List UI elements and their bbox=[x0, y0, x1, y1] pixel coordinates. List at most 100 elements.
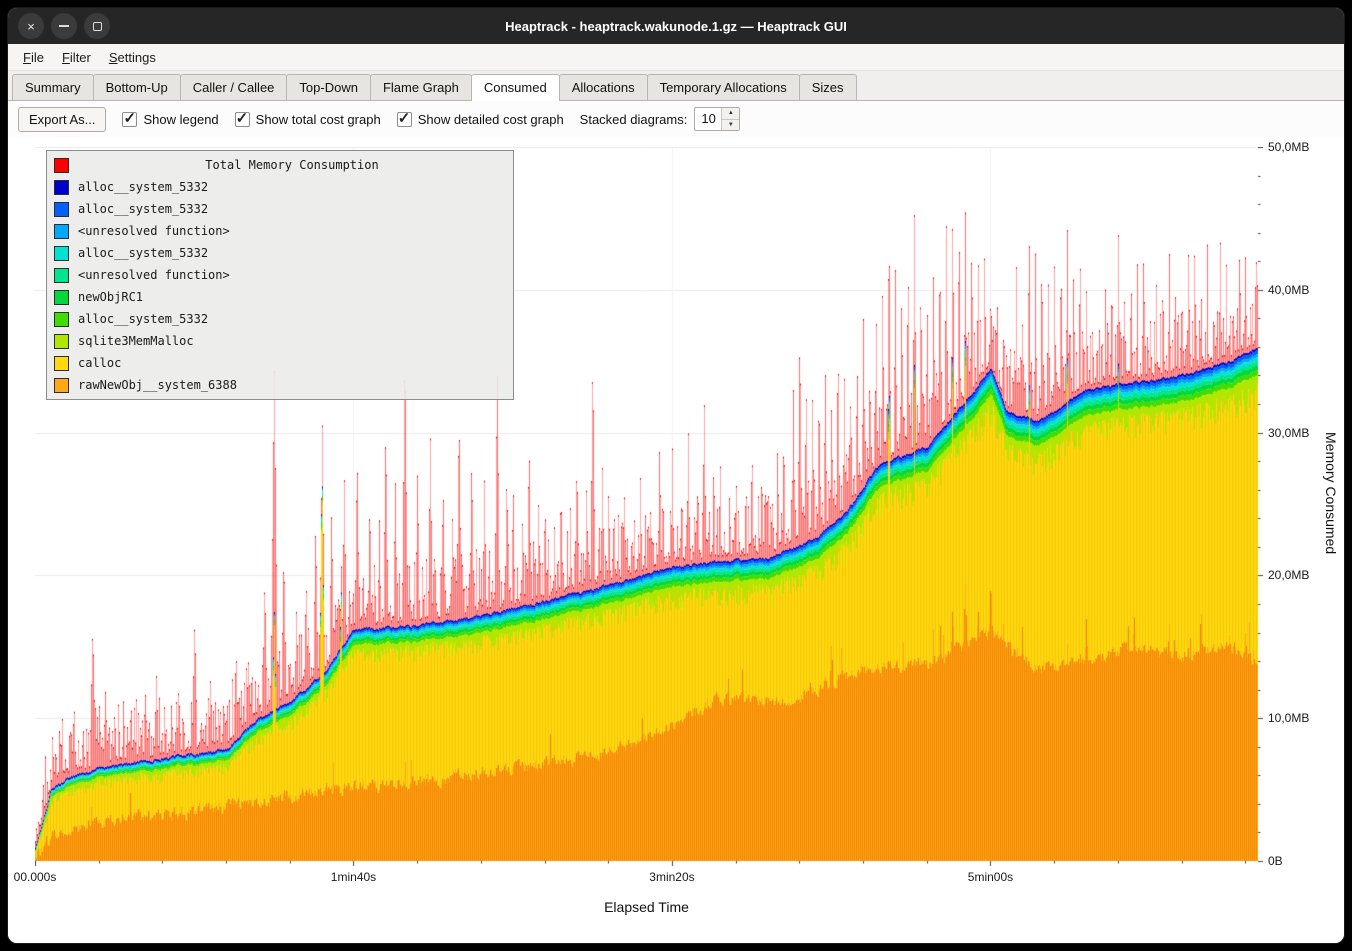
legend-label: alloc__system_5332 bbox=[78, 246, 209, 260]
legend-item: rawNewObj__system_6388 bbox=[47, 374, 513, 396]
chart-toolbar: Export As... ✓ Show legend ✓ Show total … bbox=[8, 101, 1344, 137]
tab-top-down[interactable]: Top-Down bbox=[286, 74, 371, 100]
menu-settings-rest: ettings bbox=[117, 49, 156, 65]
legend-swatch-total bbox=[54, 157, 69, 173]
legend-swatch bbox=[54, 223, 69, 239]
y-axis-tick-label: 50,0MB bbox=[1268, 140, 1310, 154]
checkbox-box[interactable]: ✓ bbox=[234, 109, 250, 127]
close-button[interactable]: × bbox=[18, 13, 44, 39]
legend-swatch bbox=[54, 355, 69, 371]
legend-swatch bbox=[54, 245, 69, 261]
export-as-button[interactable]: Export As... bbox=[18, 106, 107, 132]
spinbox-down-button[interactable]: ▼ bbox=[722, 119, 740, 130]
y-axis-tick-label: 40,0MB bbox=[1268, 282, 1310, 297]
chevron-up-icon: ▲ bbox=[727, 110, 734, 117]
show-legend-checkbox[interactable]: ✓ Show legend bbox=[122, 109, 219, 127]
legend-item: alloc__system_5332 bbox=[47, 308, 513, 330]
checkbox-label: Show detailed cost graph bbox=[417, 111, 564, 127]
menu-file[interactable]: File bbox=[14, 47, 53, 68]
checkbox-box[interactable]: ✓ bbox=[396, 109, 412, 127]
show-detailed-cost-checkbox[interactable]: ✓ Show detailed cost graph bbox=[396, 109, 564, 127]
checkmark-icon: ✓ bbox=[123, 109, 137, 127]
checkmark-icon: ✓ bbox=[235, 109, 249, 127]
legend-item: alloc__system_5332 bbox=[47, 242, 513, 264]
checkmark-icon: ✓ bbox=[397, 109, 411, 127]
menu-file-rest: ile bbox=[30, 49, 44, 65]
checkbox-label: Show total cost graph bbox=[255, 111, 381, 127]
maximize-button[interactable] bbox=[84, 13, 110, 39]
legend-swatch bbox=[54, 201, 69, 217]
x-axis-title: Elapsed Time bbox=[604, 899, 689, 915]
legend-label: sqlite3MemMalloc bbox=[78, 334, 194, 348]
menu-bar: File Filter Settings bbox=[8, 44, 1344, 71]
legend-item: calloc bbox=[47, 352, 513, 374]
y-axis-title: Memory Consumed bbox=[1323, 432, 1339, 555]
window-controls: × bbox=[18, 13, 110, 39]
menu-filter-mnemonic: F bbox=[61, 49, 70, 65]
legend-item: <unresolved function> bbox=[47, 220, 513, 242]
legend-label: newObjRC1 bbox=[78, 290, 144, 304]
maximize-icon bbox=[92, 21, 102, 31]
legend-swatch bbox=[54, 267, 69, 283]
legend-swatch bbox=[54, 377, 69, 393]
checkbox-box[interactable]: ✓ bbox=[122, 109, 138, 127]
x-axis-tick-label: 1min40s bbox=[330, 870, 377, 884]
legend-title: Total Memory Consumption bbox=[205, 158, 379, 172]
minimize-icon bbox=[59, 25, 69, 27]
window-title: Heaptrack - heaptrack.wakunode.1.gz — He… bbox=[505, 18, 847, 34]
legend-label: <unresolved function> bbox=[78, 268, 230, 282]
legend-item: sqlite3MemMalloc bbox=[47, 330, 513, 352]
tab-bottom-up[interactable]: Bottom-Up bbox=[92, 74, 181, 100]
y-axis-tick-label: 30,0MB bbox=[1268, 425, 1310, 440]
legend-swatch bbox=[54, 311, 69, 327]
tab-allocations[interactable]: Allocations bbox=[558, 74, 648, 100]
stacked-diagrams-label: Stacked diagrams: bbox=[579, 111, 688, 127]
x-axis-tick-label: 3min20s bbox=[649, 870, 695, 884]
chevron-down-icon: ▼ bbox=[727, 121, 734, 128]
y-axis-tick-label: 0B bbox=[1268, 854, 1283, 868]
menu-settings-mnemonic: S bbox=[108, 49, 118, 65]
menu-settings[interactable]: Settings bbox=[100, 47, 165, 68]
legend-swatch bbox=[54, 333, 69, 349]
y-axis-tick-label: 10,0MB bbox=[1268, 711, 1310, 726]
legend-title-row: Total Memory Consumption bbox=[47, 154, 513, 176]
legend-swatch bbox=[54, 179, 69, 195]
legend-item: alloc__system_5332 bbox=[47, 198, 513, 220]
menu-filter-rest: ilter bbox=[69, 49, 91, 65]
spinbox-up-button[interactable]: ▲ bbox=[722, 108, 740, 120]
stacked-diagrams-control: Stacked diagrams: 10 ▲ ▼ bbox=[580, 107, 741, 131]
legend-label: alloc__system_5332 bbox=[78, 312, 209, 326]
legend-items: alloc__system_5332 alloc__system_5332 <unr… bbox=[47, 176, 513, 396]
legend-label: alloc__system_5332 bbox=[78, 202, 209, 216]
title-bar[interactable]: × Heaptrack - heaptrack.wakunode.1.gz — … bbox=[8, 8, 1344, 44]
y-axis-tick-label: 20,0MB bbox=[1268, 568, 1310, 583]
legend-label: <unresolved function> bbox=[78, 224, 230, 238]
legend-item: <unresolved function> bbox=[47, 264, 513, 286]
legend-label: calloc bbox=[78, 356, 122, 370]
legend-item: alloc__system_5332 bbox=[47, 176, 513, 198]
tab-sizes[interactable]: Sizes bbox=[798, 74, 857, 100]
show-total-cost-checkbox[interactable]: ✓ Show total cost graph bbox=[234, 109, 381, 127]
menu-filter[interactable]: Filter bbox=[53, 47, 100, 68]
spinbox-value[interactable]: 10 bbox=[701, 111, 716, 126]
menu-file-mnemonic: F bbox=[23, 49, 31, 65]
close-icon: × bbox=[27, 18, 35, 34]
tab-flame-graph[interactable]: Flame Graph bbox=[369, 74, 472, 100]
app-window: × Heaptrack - heaptrack.wakunode.1.gz — … bbox=[7, 7, 1345, 944]
legend-label: alloc__system_5332 bbox=[78, 180, 209, 194]
memory-chart: Total Memory Consumption alloc__system_5… bbox=[8, 137, 1344, 943]
tab-bar: Summary Bottom-Up Caller / Callee Top-Do… bbox=[8, 71, 1344, 101]
chart-legend: Total Memory Consumption alloc__system_5… bbox=[46, 150, 514, 400]
stacked-diagrams-spinbox[interactable]: 10 ▲ ▼ bbox=[694, 107, 741, 131]
checkbox-label: Show legend bbox=[143, 111, 219, 127]
tab-summary[interactable]: Summary bbox=[12, 74, 94, 100]
tab-consumed[interactable]: Consumed bbox=[470, 74, 560, 101]
legend-item: newObjRC1 bbox=[47, 286, 513, 308]
legend-swatch bbox=[54, 289, 69, 305]
x-axis-tick-label: 00.000s bbox=[13, 870, 57, 884]
tab-temporary-allocations[interactable]: Temporary Allocations bbox=[646, 74, 800, 100]
x-axis-tick-label: 5min00s bbox=[967, 870, 1014, 884]
legend-label: rawNewObj__system_6388 bbox=[78, 378, 237, 392]
tab-caller-callee[interactable]: Caller / Callee bbox=[179, 74, 288, 100]
minimize-button[interactable] bbox=[51, 13, 77, 39]
